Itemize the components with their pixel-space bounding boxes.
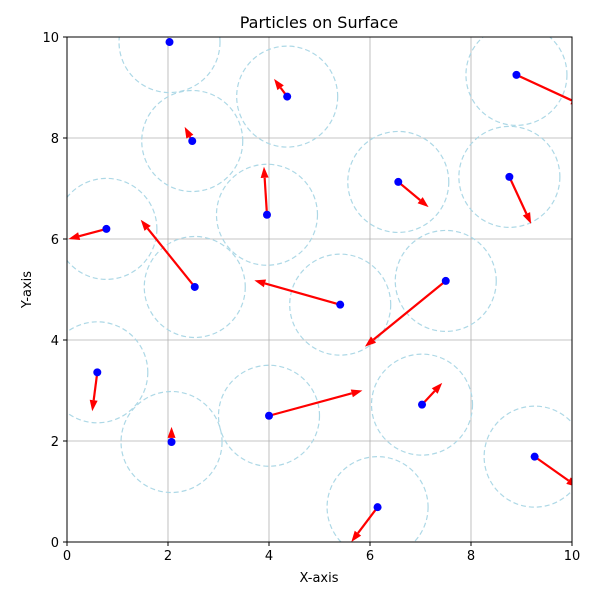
- velocity-arrow-head: [364, 336, 377, 347]
- particle-radius-circle: [394, 229, 497, 333]
- x-tick-label: 6: [366, 549, 374, 564]
- velocity-arrow-shaft: [357, 506, 379, 534]
- particle-radius-circle: [141, 89, 244, 193]
- y-tick-label: 6: [51, 233, 59, 248]
- particle-radius-circle: [215, 163, 319, 266]
- particle-point: [283, 92, 292, 101]
- particle-point: [190, 282, 199, 291]
- particle-point: [102, 224, 111, 233]
- particle-radius-circle: [217, 364, 321, 467]
- particle-radius-circle: [465, 37, 568, 126]
- velocity-arrow-shaft: [263, 177, 269, 215]
- particle-radius-circle: [370, 353, 474, 456]
- particle-point: [165, 38, 174, 47]
- velocity-arrow-shaft: [397, 181, 421, 201]
- particle-point: [93, 368, 102, 377]
- velocity-arrow-head: [167, 426, 176, 438]
- particle-radius-circle: [236, 45, 339, 148]
- velocity-arrow-head: [566, 477, 572, 486]
- velocity-arrow-shaft: [372, 280, 447, 341]
- velocity-arrow-head: [350, 389, 363, 398]
- particle-point: [530, 452, 539, 461]
- velocity-arrow-head: [254, 279, 267, 288]
- particle-circles: [67, 37, 572, 542]
- particle-radius-circle: [67, 177, 158, 280]
- velocity-arrows: [68, 73, 572, 542]
- particle-points: [93, 38, 539, 512]
- particle-point: [188, 137, 197, 146]
- particle-radius-circle: [458, 125, 561, 228]
- velocity-arrow-shaft: [264, 282, 341, 306]
- particle-point: [441, 276, 450, 285]
- axis-ticks: 0 2 4 6 8 10 0 2 4 6 8 10: [42, 31, 580, 564]
- velocity-arrow-shaft: [533, 455, 570, 482]
- velocity-arrow-shaft: [92, 372, 99, 401]
- particle-radius-circle: [289, 253, 392, 356]
- x-tick-label: 2: [164, 549, 172, 564]
- particle-point: [505, 172, 514, 181]
- particle-point: [262, 210, 271, 219]
- y-tick-label: 0: [51, 536, 59, 551]
- particle-point: [512, 70, 521, 79]
- velocity-arrow-head: [89, 399, 98, 412]
- y-axis-label: Y-axis: [20, 271, 35, 309]
- particle-point: [336, 300, 345, 309]
- y-tick-label: 4: [51, 334, 59, 349]
- particle-point: [373, 503, 382, 512]
- velocity-arrow-head: [274, 78, 284, 91]
- velocity-arrow-shaft: [515, 73, 572, 102]
- x-tick-label: 10: [564, 549, 581, 564]
- particle-point: [418, 400, 427, 409]
- velocity-arrow-head: [260, 166, 269, 179]
- particle-radius-circle: [326, 456, 429, 542]
- x-tick-label: 4: [265, 549, 273, 564]
- velocity-arrow-head: [351, 530, 362, 542]
- particle-point: [265, 411, 273, 420]
- velocity-arrow-head: [522, 212, 532, 224]
- particle-radius-circle: [118, 37, 221, 94]
- particle-radius-circle: [347, 130, 450, 234]
- particle-radius-circle: [120, 390, 223, 494]
- velocity-arrow-shaft: [78, 227, 107, 238]
- x-axis-label: X-axis: [300, 571, 339, 586]
- particle-point: [167, 438, 176, 447]
- velocity-arrow-head: [417, 197, 429, 208]
- x-tick-label: 0: [63, 549, 71, 564]
- particle-point: [394, 177, 403, 186]
- particle-radius-circle: [67, 321, 149, 424]
- y-tick-label: 2: [51, 435, 59, 450]
- velocity-arrow-shaft: [508, 176, 528, 215]
- velocity-arrow-head: [184, 126, 194, 139]
- y-tick-label: 8: [51, 132, 59, 147]
- y-tick-label: 10: [42, 31, 59, 46]
- particle-radius-circle: [143, 235, 246, 339]
- velocity-arrow-shaft: [268, 392, 353, 417]
- velocity-arrow-head: [431, 382, 443, 394]
- x-tick-label: 8: [467, 549, 475, 564]
- velocity-arrow-head: [140, 219, 151, 231]
- chart-title: Particles on Surface: [240, 13, 399, 32]
- velocity-arrow-shaft: [146, 227, 196, 288]
- velocity-arrow-head: [68, 232, 81, 241]
- plot-frame: [66, 36, 573, 543]
